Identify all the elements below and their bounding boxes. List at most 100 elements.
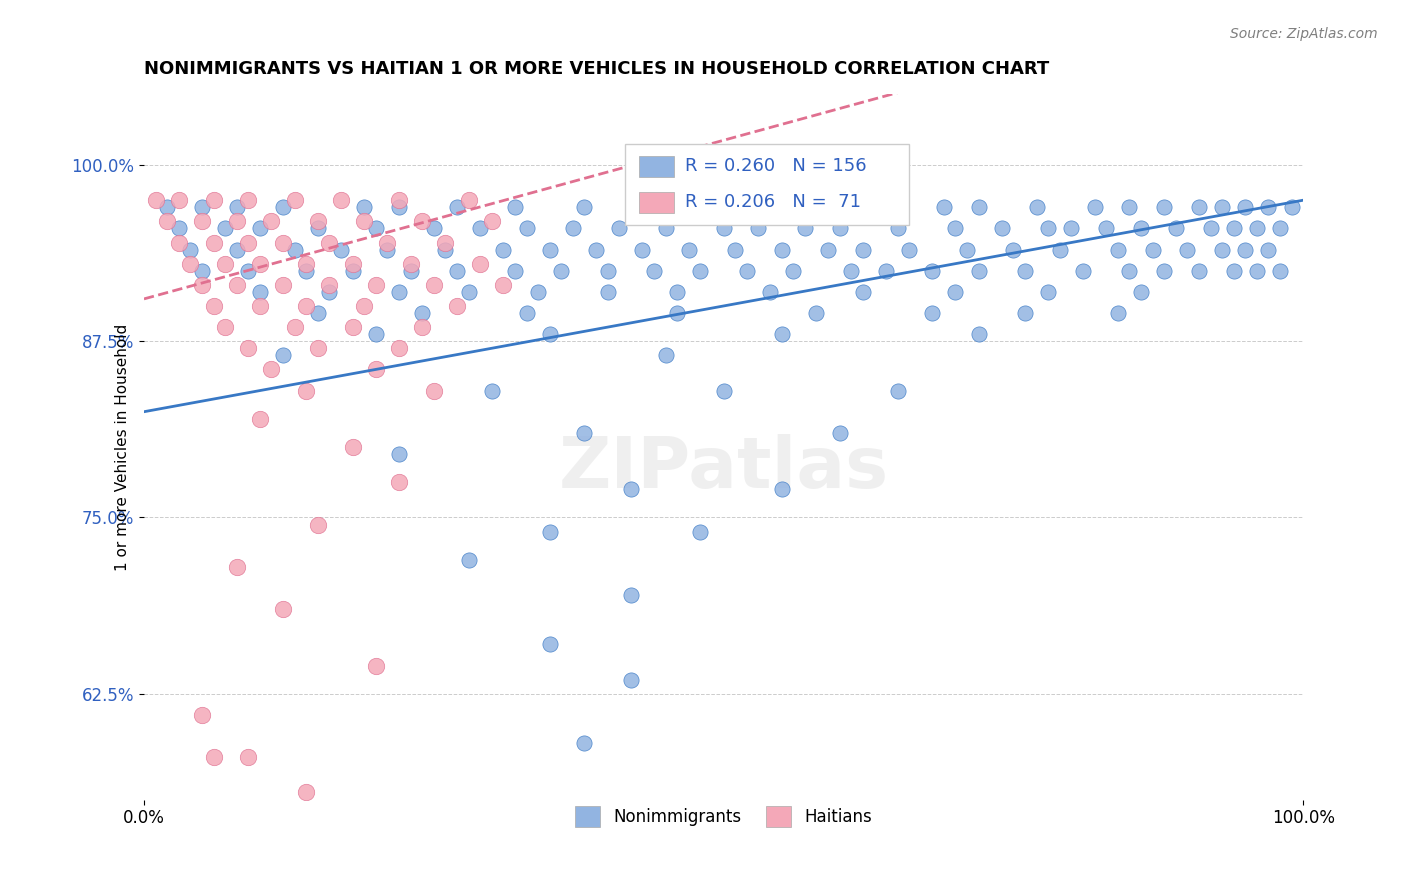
Point bbox=[191, 263, 214, 277]
Point bbox=[446, 200, 468, 214]
Point bbox=[364, 362, 387, 376]
Point bbox=[1234, 243, 1257, 257]
Point bbox=[388, 200, 411, 214]
Point bbox=[1257, 200, 1279, 214]
Point bbox=[457, 553, 479, 567]
Point bbox=[423, 221, 446, 235]
FancyBboxPatch shape bbox=[638, 156, 673, 178]
Point bbox=[991, 221, 1014, 235]
Point bbox=[295, 263, 318, 277]
Point bbox=[1175, 243, 1198, 257]
Point bbox=[724, 243, 747, 257]
Point bbox=[967, 327, 990, 342]
Point bbox=[271, 602, 294, 616]
Point bbox=[342, 257, 364, 271]
Point bbox=[388, 193, 411, 207]
Point bbox=[759, 285, 782, 299]
Point bbox=[735, 200, 758, 214]
Point bbox=[470, 257, 492, 271]
Point bbox=[1246, 221, 1268, 235]
Point bbox=[295, 384, 318, 398]
Point bbox=[225, 277, 247, 292]
Text: NONIMMIGRANTS VS HAITIAN 1 OR MORE VEHICLES IN HOUSEHOLD CORRELATION CHART: NONIMMIGRANTS VS HAITIAN 1 OR MORE VEHIC… bbox=[143, 60, 1049, 78]
Point bbox=[828, 425, 851, 440]
Point bbox=[1095, 221, 1118, 235]
Point bbox=[364, 327, 387, 342]
Point bbox=[793, 221, 815, 235]
Point bbox=[875, 263, 897, 277]
Point bbox=[377, 235, 399, 250]
Point bbox=[1014, 306, 1036, 320]
Point bbox=[377, 243, 399, 257]
Point bbox=[364, 277, 387, 292]
Point bbox=[1268, 263, 1291, 277]
Point bbox=[446, 299, 468, 313]
Point bbox=[1234, 200, 1257, 214]
Point bbox=[1107, 243, 1129, 257]
Point bbox=[364, 658, 387, 673]
Point bbox=[492, 243, 515, 257]
Point bbox=[214, 221, 236, 235]
Point bbox=[596, 285, 619, 299]
Point bbox=[666, 285, 689, 299]
Point bbox=[167, 235, 190, 250]
Point bbox=[561, 221, 583, 235]
Point bbox=[1071, 263, 1094, 277]
Point bbox=[388, 285, 411, 299]
Point bbox=[492, 277, 515, 292]
Point bbox=[967, 263, 990, 277]
Point bbox=[654, 348, 676, 362]
Point bbox=[225, 200, 247, 214]
Point bbox=[574, 425, 596, 440]
Point bbox=[284, 193, 307, 207]
Point bbox=[898, 243, 921, 257]
Point bbox=[284, 243, 307, 257]
Point bbox=[295, 299, 318, 313]
Point bbox=[770, 243, 793, 257]
Point bbox=[1188, 263, 1211, 277]
Point bbox=[307, 517, 329, 532]
Point bbox=[631, 243, 654, 257]
Y-axis label: 1 or more Vehicles in Household: 1 or more Vehicles in Household bbox=[115, 324, 131, 571]
Text: R = 0.260   N = 156: R = 0.260 N = 156 bbox=[685, 158, 868, 176]
Point bbox=[956, 243, 979, 257]
Point bbox=[1164, 221, 1187, 235]
Point bbox=[295, 785, 318, 799]
Point bbox=[481, 384, 503, 398]
Point bbox=[225, 559, 247, 574]
Point bbox=[295, 257, 318, 271]
Point bbox=[457, 285, 479, 299]
Point bbox=[945, 285, 967, 299]
Point bbox=[318, 277, 340, 292]
Point bbox=[967, 200, 990, 214]
Point bbox=[538, 524, 561, 539]
Point bbox=[202, 299, 225, 313]
Point bbox=[770, 327, 793, 342]
Point bbox=[1281, 200, 1303, 214]
Point bbox=[503, 263, 526, 277]
Point bbox=[503, 200, 526, 214]
Point bbox=[852, 285, 875, 299]
Point bbox=[249, 411, 271, 425]
Point bbox=[1038, 221, 1060, 235]
Point bbox=[596, 263, 619, 277]
Point bbox=[713, 221, 735, 235]
Point bbox=[249, 221, 271, 235]
Point bbox=[921, 306, 943, 320]
Point bbox=[538, 637, 561, 651]
Point bbox=[446, 263, 468, 277]
Point bbox=[342, 440, 364, 454]
Point bbox=[238, 750, 260, 764]
Point bbox=[179, 243, 201, 257]
Point bbox=[238, 263, 260, 277]
Point bbox=[747, 221, 769, 235]
Point bbox=[423, 384, 446, 398]
Point bbox=[330, 193, 353, 207]
Point bbox=[1038, 285, 1060, 299]
Point bbox=[411, 306, 433, 320]
Point bbox=[353, 299, 375, 313]
Point bbox=[886, 384, 908, 398]
Point bbox=[271, 277, 294, 292]
Point bbox=[330, 243, 353, 257]
Point bbox=[713, 384, 735, 398]
